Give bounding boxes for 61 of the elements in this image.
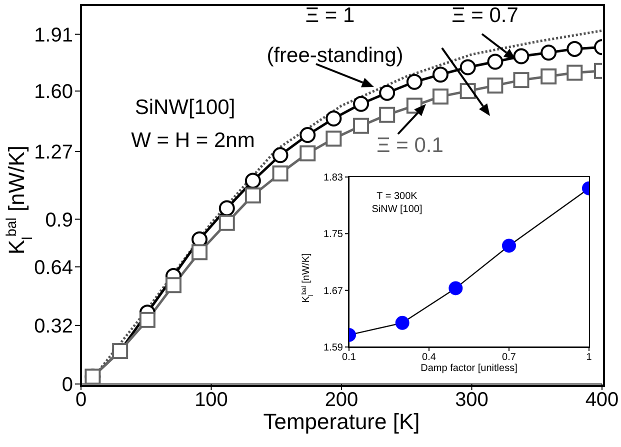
y-tick-label: 1.67	[324, 286, 344, 297]
x-axis-title: Damp factor [unitless]	[420, 363, 518, 374]
y-tick-label: 0.9	[45, 209, 73, 232]
point	[566, 40, 583, 57]
y-tick-label: 0	[62, 374, 73, 396]
point	[513, 72, 530, 88]
point	[244, 187, 261, 204]
point	[513, 48, 530, 64]
point	[460, 59, 476, 76]
annotation: W = H = 2nm	[131, 129, 255, 152]
point	[487, 54, 504, 70]
point	[406, 74, 422, 90]
point	[272, 165, 288, 182]
point	[192, 244, 208, 260]
y-tick-label: 1.83	[324, 172, 344, 184]
point	[353, 96, 370, 112]
x-tick-label: 0.7	[502, 352, 516, 364]
y-tick-label: 0.64	[34, 256, 73, 279]
x-tick-label: 300	[455, 389, 488, 412]
point	[379, 106, 396, 123]
annotation: Ξ = 0.7	[452, 4, 518, 27]
point	[272, 147, 288, 164]
point	[432, 88, 448, 105]
y-tick-label: 1.59	[324, 342, 344, 354]
point	[300, 126, 316, 143]
y-tick-label: 1.27	[34, 142, 73, 164]
annotation: SiNW [100]	[372, 204, 423, 215]
point	[165, 277, 182, 294]
point	[326, 130, 342, 147]
point	[487, 78, 504, 94]
x-tick-label: 100	[194, 389, 228, 412]
point	[566, 64, 583, 81]
point	[300, 145, 316, 162]
annotation: (free-standing)	[266, 44, 404, 67]
point	[218, 200, 235, 216]
annotation: T = 300K	[376, 191, 418, 202]
x-tick-label: 1	[586, 352, 592, 364]
x-tick-label: 400	[585, 389, 619, 412]
point	[540, 44, 557, 61]
point	[448, 281, 463, 296]
annotation: Ξ = 0.1	[376, 134, 444, 157]
point	[379, 84, 396, 101]
point	[139, 312, 156, 328]
x-tick-label: 0.4	[422, 352, 436, 364]
y-tick-label: 0.32	[34, 316, 73, 338]
annotation: SiNW[100]	[134, 96, 236, 119]
point	[244, 172, 261, 189]
x-tick-label: 0.1	[342, 352, 356, 364]
x-tick-label: 200	[324, 389, 358, 412]
y-tick-label: 1.91	[34, 24, 73, 46]
x-tick-label: 0	[75, 389, 87, 412]
annotation: Ξ = 1	[305, 4, 355, 27]
point	[540, 68, 557, 84]
y-tick-label: 1.60	[34, 81, 73, 104]
x-axis-title: Temperature [K]	[263, 409, 420, 434]
point	[353, 118, 370, 134]
point	[432, 66, 448, 83]
point	[218, 214, 235, 231]
y-tick-label: 1.75	[324, 229, 344, 240]
point	[502, 238, 516, 253]
point	[326, 110, 342, 127]
